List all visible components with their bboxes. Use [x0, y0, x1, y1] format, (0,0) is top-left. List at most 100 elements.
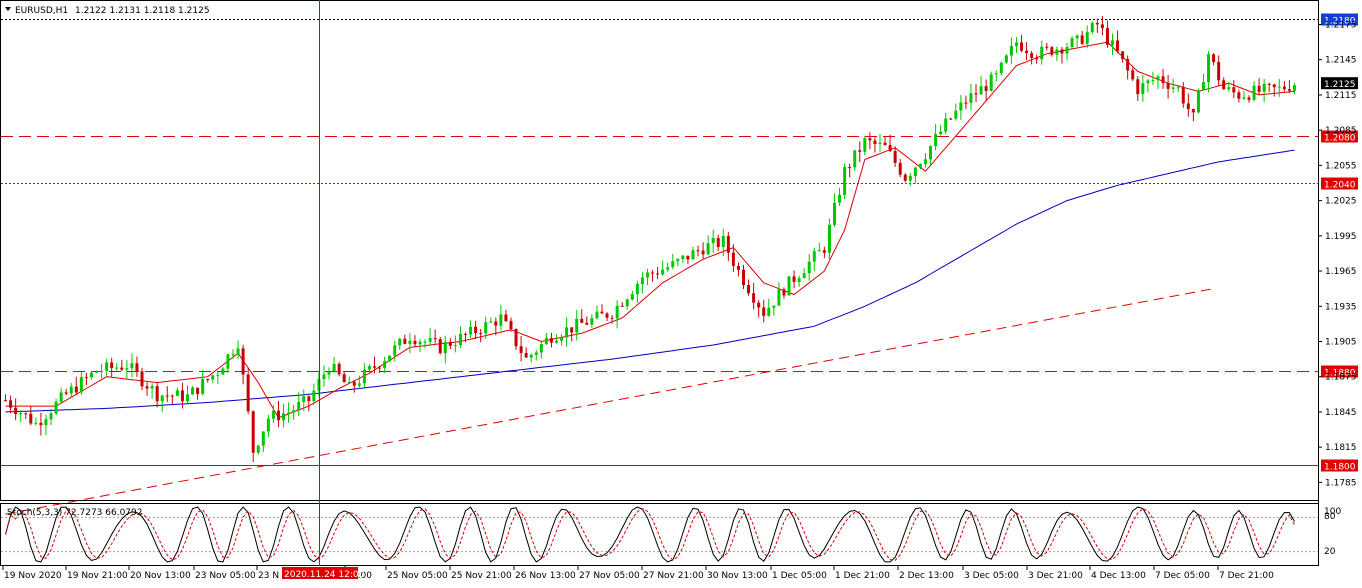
- candle-body: [1207, 54, 1211, 83]
- candle-body: [241, 348, 245, 375]
- candle-body: [903, 174, 907, 181]
- candle-body: [666, 267, 670, 270]
- candle-body: [661, 269, 665, 275]
- candle-body: [282, 413, 286, 421]
- candle-body: [1161, 76, 1165, 84]
- candle-body: [974, 93, 978, 95]
- candle-body: [24, 413, 28, 415]
- candle-body: [1100, 24, 1104, 29]
- trendline-dashed: [5, 288, 1214, 515]
- candle-body: [221, 368, 225, 375]
- candle-body: [656, 273, 660, 275]
- candle-body: [1176, 87, 1180, 89]
- candle-body: [519, 346, 523, 354]
- candle-body: [1171, 87, 1175, 89]
- time-label: 25 Nov 05:00: [387, 571, 448, 581]
- ma-slow-line: [5, 149, 1295, 413]
- price-axis: 1.2175 1.2145 1.2115 1.2085 1.2055 1.2025 1.19…: [1318, 20, 1358, 488]
- candle-body: [544, 338, 548, 345]
- candle-body: [524, 353, 528, 358]
- candle-body: [1146, 80, 1150, 84]
- candle-body: [640, 277, 644, 285]
- candle-body: [853, 150, 857, 168]
- candle-body: [1045, 46, 1049, 48]
- candle-body: [271, 410, 275, 419]
- level-tag-1.1880: [1321, 365, 1358, 378]
- candle-body: [848, 167, 852, 169]
- candle-body: [89, 372, 93, 378]
- candle-body: [595, 311, 599, 319]
- candle-body: [125, 368, 129, 370]
- candle-body: [474, 326, 478, 334]
- level-tag-label-1.2080: 1.2080: [1324, 134, 1356, 144]
- candle-body: [14, 407, 18, 414]
- candle-body: [59, 392, 63, 402]
- candle-body: [1217, 61, 1221, 81]
- candle-body: [266, 418, 270, 432]
- candle-body: [883, 142, 887, 146]
- candle-body: [570, 327, 574, 333]
- level-tag-1.2080: [1321, 130, 1358, 143]
- candle-body: [817, 250, 821, 252]
- time-label: 19 Nov 21:00: [67, 571, 128, 581]
- level-tag-1.2180: [1321, 13, 1358, 26]
- candle-body: [292, 410, 296, 413]
- candle-body: [1020, 42, 1024, 51]
- candle-body: [822, 250, 826, 253]
- candle-body: [185, 394, 189, 402]
- candle-body: [1201, 82, 1205, 91]
- candle-body: [196, 387, 200, 394]
- candle-body: [322, 374, 326, 380]
- candle-body: [1009, 46, 1013, 56]
- candle-body: [383, 361, 387, 368]
- candle-body: [691, 250, 695, 260]
- candle-body: [489, 321, 493, 323]
- candle-body: [95, 371, 99, 373]
- candle-body: [307, 396, 311, 402]
- candle-body: [721, 235, 725, 247]
- candle-body: [1186, 103, 1190, 110]
- candle-body: [752, 293, 756, 303]
- indicator-level-20: 20: [1324, 547, 1336, 557]
- candle-body: [64, 392, 68, 394]
- candle-body: [1196, 90, 1200, 113]
- candle-body: [893, 151, 897, 163]
- time-label: 27 Nov 05:00: [579, 571, 640, 581]
- candle-body: [554, 340, 558, 343]
- time-label: 20 Nov 13:00: [130, 571, 191, 581]
- candle-body: [1060, 49, 1064, 54]
- candle-body: [979, 86, 983, 95]
- time-label: 27 Nov 21:00: [643, 571, 704, 581]
- candle-body: [580, 318, 584, 323]
- time-label: 13:00: [346, 571, 372, 581]
- candle-body: [838, 194, 842, 203]
- candle-body: [1070, 38, 1074, 48]
- candle-body: [367, 366, 371, 370]
- candle-body: [484, 322, 488, 334]
- time-label: 19 Nov 2020: [4, 571, 62, 581]
- candle-body: [1141, 83, 1145, 95]
- price-tick-label: 1.1905: [1325, 337, 1357, 347]
- candle-body: [1126, 59, 1130, 71]
- candle-body: [999, 62, 1003, 74]
- candle-body: [923, 159, 927, 165]
- chart-menu-triangle-icon[interactable]: [5, 7, 11, 11]
- candle-body: [888, 145, 892, 152]
- candle-body: [1237, 92, 1241, 99]
- candle-body: [44, 419, 48, 426]
- stoch-k-line: [5, 506, 1295, 563]
- candle-body: [787, 276, 791, 296]
- candle-body: [651, 272, 655, 274]
- candle-body: [54, 401, 58, 414]
- candle-body: [792, 276, 796, 282]
- candle-body: [1136, 79, 1140, 95]
- candle-body: [347, 381, 351, 383]
- candle-body: [130, 363, 134, 369]
- level-tag-1.2040: [1321, 177, 1358, 190]
- candle-body: [898, 162, 902, 175]
- candle-body: [1004, 55, 1008, 63]
- candle-body: [494, 321, 498, 326]
- candle-body: [615, 305, 619, 319]
